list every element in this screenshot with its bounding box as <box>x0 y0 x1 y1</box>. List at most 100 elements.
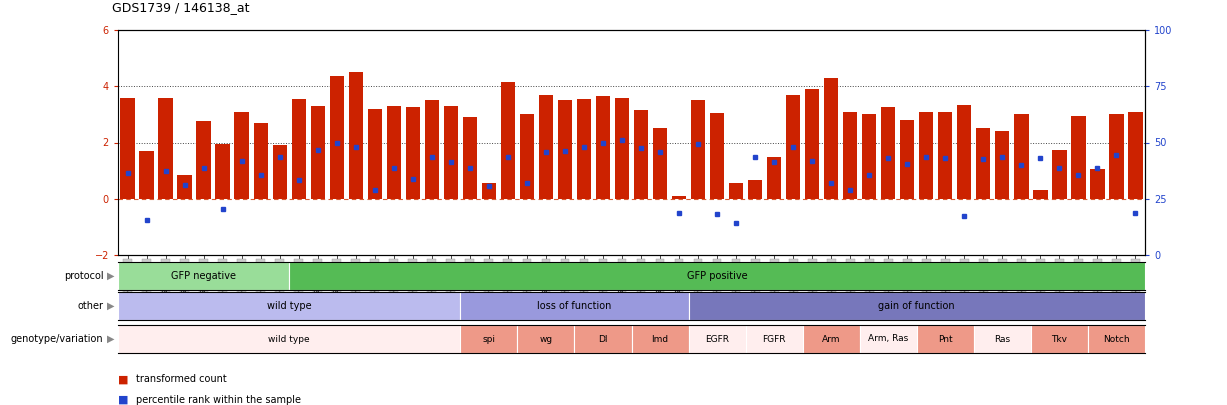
Text: genotype/variation: genotype/variation <box>11 334 103 344</box>
Text: wg: wg <box>540 335 552 343</box>
Bar <box>558 100 572 199</box>
Bar <box>460 292 688 320</box>
Bar <box>574 325 632 353</box>
Bar <box>1071 116 1086 199</box>
Text: other: other <box>77 301 103 311</box>
Text: GFP positive: GFP positive <box>687 271 747 281</box>
Bar <box>881 107 896 199</box>
Bar <box>368 109 382 199</box>
Bar <box>348 72 363 199</box>
Bar <box>805 89 820 199</box>
Bar <box>825 78 838 199</box>
Text: wild type: wild type <box>266 301 312 311</box>
Bar <box>118 262 290 290</box>
Text: ■: ■ <box>118 394 129 405</box>
Text: Imd: Imd <box>652 335 669 343</box>
Bar <box>1091 169 1104 199</box>
Text: protocol: protocol <box>64 271 103 281</box>
Bar <box>444 106 458 199</box>
Bar <box>118 292 460 320</box>
Bar <box>387 106 401 199</box>
Bar <box>272 145 287 199</box>
Bar <box>917 325 974 353</box>
Bar <box>254 123 267 199</box>
Bar <box>919 111 934 199</box>
Text: Notch: Notch <box>1103 335 1130 343</box>
Bar <box>1109 114 1124 199</box>
Text: transformed count: transformed count <box>136 374 227 384</box>
Bar <box>425 100 439 199</box>
Bar <box>310 106 325 199</box>
Text: Arm, Ras: Arm, Ras <box>869 335 908 343</box>
Bar <box>691 100 706 199</box>
Text: Ras: Ras <box>994 335 1010 343</box>
Bar <box>406 107 420 199</box>
Text: spi: spi <box>482 335 496 343</box>
Text: gain of function: gain of function <box>879 301 955 311</box>
Bar <box>767 157 782 199</box>
Bar <box>672 196 686 199</box>
Bar <box>1031 325 1088 353</box>
Bar <box>460 325 518 353</box>
Bar <box>140 151 153 199</box>
Bar <box>901 120 914 199</box>
Bar <box>330 77 344 199</box>
Bar <box>1129 111 1142 199</box>
Bar <box>158 98 173 199</box>
Bar <box>615 98 629 199</box>
Bar <box>653 128 667 199</box>
Bar <box>974 325 1031 353</box>
Bar <box>1015 114 1028 199</box>
Bar <box>787 95 800 199</box>
Text: EGFR: EGFR <box>706 335 729 343</box>
Text: GFP negative: GFP negative <box>171 271 236 281</box>
Bar <box>118 325 460 353</box>
Bar <box>688 292 1145 320</box>
Bar <box>520 114 534 199</box>
Bar <box>518 325 574 353</box>
Bar <box>463 117 477 199</box>
Text: Arm: Arm <box>822 335 840 343</box>
Bar <box>216 144 229 199</box>
Bar <box>1088 325 1145 353</box>
Text: loss of function: loss of function <box>537 301 611 311</box>
Text: ■: ■ <box>118 374 129 384</box>
Text: Tkv: Tkv <box>1052 335 1067 343</box>
Bar <box>539 95 553 199</box>
Bar <box>746 325 802 353</box>
Text: GDS1739 / 146138_at: GDS1739 / 146138_at <box>112 1 249 14</box>
Bar <box>577 99 591 199</box>
Bar <box>977 128 990 199</box>
Bar <box>178 175 191 199</box>
Bar <box>120 98 135 199</box>
Bar <box>802 325 860 353</box>
Bar <box>634 110 648 199</box>
Bar <box>843 111 858 199</box>
Bar <box>939 111 952 199</box>
Text: ▶: ▶ <box>107 334 114 344</box>
Bar <box>860 325 917 353</box>
Bar <box>688 325 746 353</box>
Text: ▶: ▶ <box>107 271 114 281</box>
Text: percentile rank within the sample: percentile rank within the sample <box>136 394 302 405</box>
Bar <box>863 114 876 199</box>
Text: wild type: wild type <box>269 335 310 343</box>
Bar <box>196 122 211 199</box>
Bar <box>596 96 610 199</box>
Text: ▶: ▶ <box>107 301 114 311</box>
Bar <box>729 183 744 199</box>
Bar <box>290 262 1145 290</box>
Bar <box>501 82 515 199</box>
Text: FGFR: FGFR <box>762 335 785 343</box>
Bar <box>710 113 724 199</box>
Bar <box>482 183 496 199</box>
Bar <box>292 99 306 199</box>
Bar <box>1053 149 1066 199</box>
Bar <box>632 325 688 353</box>
Bar <box>995 131 1010 199</box>
Bar <box>234 111 249 199</box>
Bar <box>957 104 972 199</box>
Text: Pnt: Pnt <box>937 335 952 343</box>
Bar <box>748 181 762 199</box>
Bar <box>1033 190 1048 199</box>
